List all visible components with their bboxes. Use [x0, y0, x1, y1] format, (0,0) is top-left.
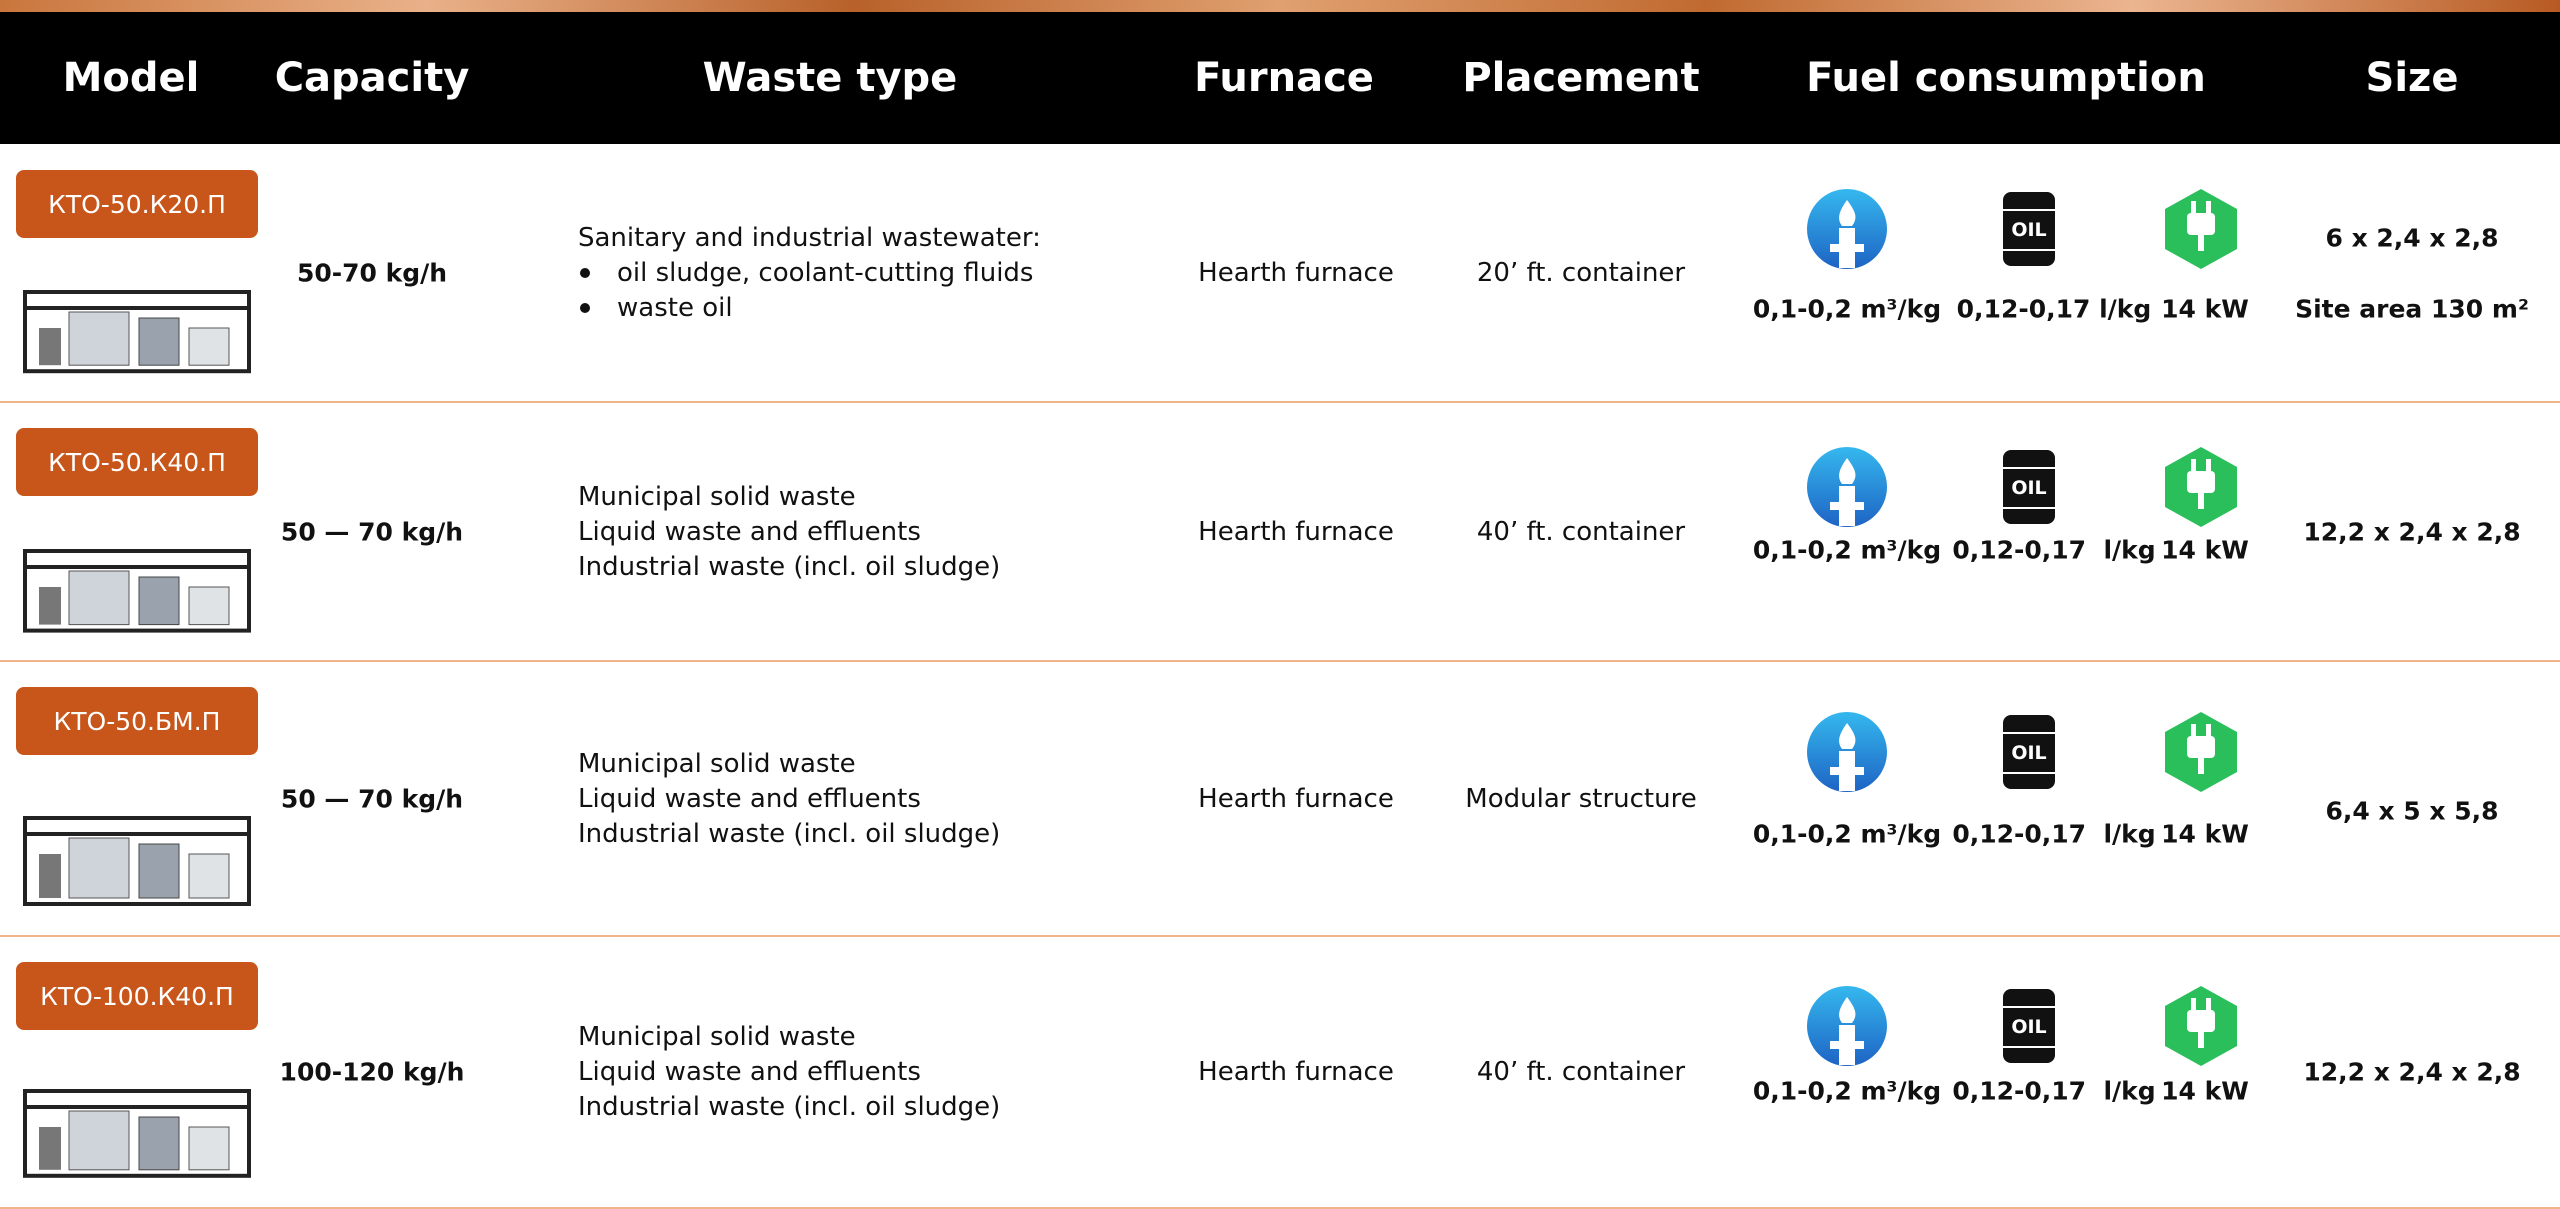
gas-icon — [1806, 711, 1888, 793]
gas-consumption: 0,1-0,2 m³/kg — [1753, 1077, 1941, 1106]
waste-type-line: Industrial waste (incl. oil sludge) — [578, 819, 1000, 849]
gas-consumption: 0,1-0,2 m³/kg — [1753, 820, 1941, 849]
model-badge: КТО-50.БМ.П — [16, 687, 258, 755]
waste-type-bullet: oil sludge, coolant-cutting fluids — [617, 258, 1033, 288]
capacity: 100-120 kg/h — [280, 1058, 465, 1087]
equipment-image — [19, 537, 255, 641]
furnace: Hearth furnace — [1198, 1057, 1394, 1087]
oil-consumption: 0,12-0,17 l/kg — [1957, 295, 2152, 324]
oil-consumption: 0,12-0,17 l/kg — [1952, 1077, 2155, 1106]
power-consumption: 14 kW — [2161, 535, 2249, 564]
waste-type-bullet: waste oil — [617, 293, 733, 323]
electricity-icon — [2163, 187, 2239, 271]
oil-label: OIL — [2011, 219, 2046, 241]
gas-consumption: 0,1-0,2 m³/kg — [1753, 295, 1941, 324]
placement: 20’ ft. container — [1477, 258, 1685, 288]
waste-type-line: Municipal solid waste — [578, 1022, 856, 1052]
waste-type-line: Municipal solid waste — [578, 749, 856, 779]
placement: 40’ ft. container — [1477, 517, 1685, 547]
bullet-dot — [580, 268, 590, 278]
waste-type-line: Liquid waste and effluents — [578, 784, 921, 814]
column-header: Placement — [1462, 55, 1699, 101]
waste-type-line: Industrial waste (incl. oil sludge) — [578, 552, 1000, 582]
model-badge: КТО-100.К40.П — [16, 962, 258, 1030]
size: 6,4 x 5 x 5,8 — [2325, 796, 2498, 825]
oil-icon: OIL — [2001, 711, 2057, 793]
gas-consumption: 0,1-0,2 m³/kg — [1753, 535, 1941, 564]
gas-icon — [1806, 188, 1888, 270]
top-strip — [0, 0, 2560, 12]
furnace: Hearth furnace — [1198, 517, 1394, 547]
row-divider — [0, 660, 2560, 662]
waste-type-line: Municipal solid waste — [578, 482, 856, 512]
equipment-image — [19, 804, 255, 914]
electricity-icon — [2163, 445, 2239, 529]
size: 12,2 x 2,4 x 2,8 — [2303, 1058, 2520, 1087]
model-badge: КТО-50.К20.П — [16, 170, 258, 238]
column-header: Size — [2366, 55, 2459, 101]
oil-label: OIL — [2011, 742, 2046, 764]
model-badge: КТО-50.К40.П — [16, 428, 258, 496]
waste-type-line: Industrial waste (incl. oil sludge) — [578, 1092, 1000, 1122]
bullet-dot — [580, 303, 590, 313]
placement: Modular structure — [1465, 784, 1696, 814]
capacity: 50 — 70 kg/h — [281, 517, 463, 546]
power-consumption: 14 kW — [2161, 820, 2249, 849]
gas-icon — [1806, 985, 1888, 1067]
power-consumption: 14 kW — [2161, 1077, 2249, 1106]
size: 12,2 x 2,4 x 2,8 — [2303, 517, 2520, 546]
product-table-page: Model Capacity Waste type Furnace Placement F… — [0, 0, 2560, 1208]
oil-label: OIL — [2011, 1016, 2046, 1038]
placement: 40’ ft. container — [1477, 1057, 1685, 1087]
capacity: 50 — 70 kg/h — [281, 784, 463, 813]
oil-icon: OIL — [2001, 446, 2057, 528]
column-header: Waste type — [703, 55, 958, 101]
equipment-image — [19, 1077, 255, 1186]
oil-consumption: 0,12-0,17 l/kg — [1952, 535, 2155, 564]
power-consumption: 14 kW — [2161, 295, 2249, 324]
column-header: Capacity — [275, 55, 470, 101]
oil-label: OIL — [2011, 477, 2046, 499]
column-header: Model — [63, 55, 200, 101]
furnace: Hearth furnace — [1198, 784, 1394, 814]
size: Site area 130 m² — [2295, 295, 2529, 324]
gas-icon — [1806, 446, 1888, 528]
capacity: 50-70 kg/h — [297, 259, 447, 288]
column-header: Furnace — [1194, 55, 1374, 101]
waste-type-line: Liquid waste and effluents — [578, 517, 921, 547]
row-divider — [0, 401, 2560, 403]
oil-icon: OIL — [2001, 188, 2057, 270]
column-header: Fuel consumption — [1806, 55, 2206, 101]
electricity-icon — [2163, 710, 2239, 794]
electricity-icon — [2163, 984, 2239, 1068]
waste-type-intro: Sanitary and industrial wastewater: — [578, 223, 1041, 253]
furnace: Hearth furnace — [1198, 258, 1394, 288]
size: 6 x 2,4 x 2,8 — [2325, 224, 2498, 253]
row-divider — [0, 935, 2560, 937]
oil-icon: OIL — [2001, 985, 2057, 1067]
waste-type-line: Liquid waste and effluents — [578, 1057, 921, 1087]
oil-consumption: 0,12-0,17 l/kg — [1952, 820, 2155, 849]
equipment-image — [19, 278, 255, 381]
